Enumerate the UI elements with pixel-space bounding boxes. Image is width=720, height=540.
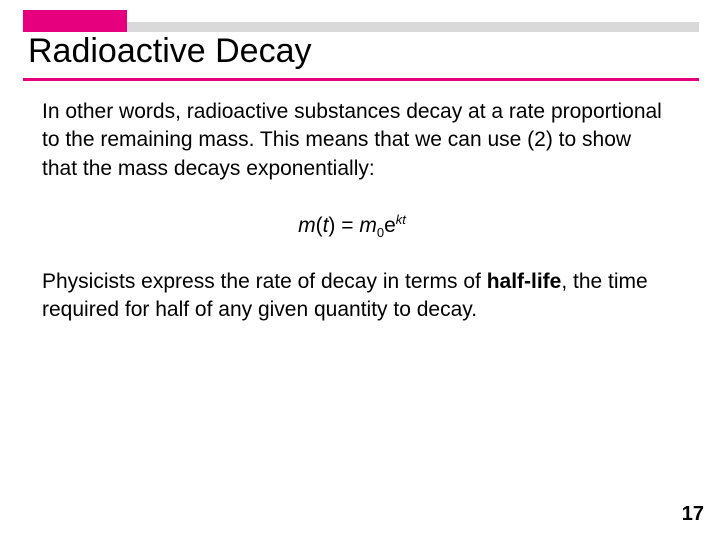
eq-lhs-var: m xyxy=(298,214,316,237)
equation-container: m(t) = m0ekt xyxy=(42,211,662,242)
paragraph-2: Physicists express the rate of decay in … xyxy=(42,268,662,325)
eq-rhs-e: e xyxy=(384,214,396,237)
paragraph-1: In other words, radioactive substances d… xyxy=(42,98,662,183)
paragraph-2-bold: half-life xyxy=(487,270,562,293)
paragraph-2-part-a: Physicists express the rate of decay in … xyxy=(42,270,487,293)
equation: m(t) = m0ekt xyxy=(298,214,406,237)
eq-lhs-paren-close: ) xyxy=(328,214,341,237)
header-accent-block xyxy=(23,10,127,32)
header-underline xyxy=(23,78,699,81)
slide: Radioactive Decay In other words, radioa… xyxy=(0,0,720,540)
page-number: 17 xyxy=(682,503,704,526)
eq-rhs-var: m xyxy=(359,214,377,237)
eq-lhs-paren-open: ( xyxy=(316,214,323,237)
eq-equals: = xyxy=(341,214,359,237)
slide-body: In other words, radioactive substances d… xyxy=(42,98,662,324)
slide-title: Radioactive Decay xyxy=(28,32,311,71)
eq-rhs-superscript: kt xyxy=(396,212,406,227)
